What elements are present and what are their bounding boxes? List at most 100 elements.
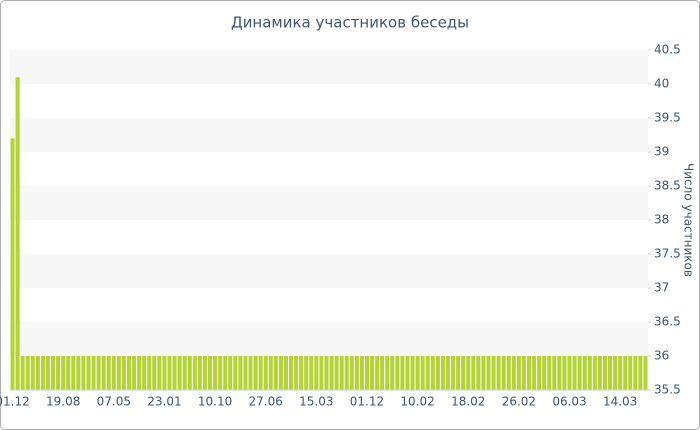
bar <box>552 356 557 390</box>
bar <box>547 356 552 390</box>
bar <box>299 356 304 390</box>
bar <box>25 356 30 390</box>
bar <box>51 356 56 390</box>
bar <box>557 356 562 390</box>
bar <box>157 356 162 390</box>
bar <box>334 356 339 390</box>
bar <box>481 356 486 390</box>
bar <box>76 356 81 390</box>
bar <box>440 356 445 390</box>
bar <box>420 356 425 390</box>
y-tick-label: 36 <box>654 349 669 363</box>
bar <box>430 356 435 390</box>
bar <box>187 356 192 390</box>
bar <box>111 356 116 390</box>
y-tick-label: 36.5 <box>654 315 681 329</box>
bar <box>435 356 440 390</box>
bar <box>532 356 537 390</box>
bar <box>132 356 137 390</box>
bar <box>126 356 132 390</box>
bar <box>471 356 476 390</box>
bar <box>491 356 496 390</box>
bar <box>278 356 283 390</box>
bar <box>228 356 233 390</box>
bar <box>572 356 577 390</box>
bar <box>395 356 400 390</box>
bar <box>258 356 263 390</box>
bar <box>288 356 294 390</box>
bar <box>526 356 532 390</box>
y-tick-label: 37 <box>654 281 669 295</box>
bar <box>370 356 375 390</box>
bar <box>147 356 152 390</box>
bar <box>623 356 628 390</box>
y-tick-label: 39.5 <box>654 111 681 125</box>
bar <box>71 356 76 390</box>
x-tick-label: 10.10 <box>198 395 232 409</box>
bar <box>567 356 572 390</box>
bar <box>142 356 147 390</box>
bar <box>162 356 167 390</box>
bar <box>466 356 471 390</box>
bar <box>613 356 618 390</box>
x-tick-label: 15.03 <box>299 395 333 409</box>
bar <box>339 356 344 390</box>
bar <box>385 356 390 390</box>
grid-band <box>10 50 648 84</box>
x-tick-label: 10.02 <box>400 395 434 409</box>
bar <box>400 356 405 390</box>
bar <box>223 356 228 390</box>
bar <box>592 356 597 390</box>
bar <box>496 356 501 390</box>
y-tick-label: 38.5 <box>654 179 681 193</box>
bar <box>192 356 197 390</box>
bar <box>81 356 86 390</box>
grid-band <box>10 254 648 288</box>
y-tick-label: 38 <box>654 213 669 227</box>
bar <box>445 356 451 390</box>
bar <box>638 356 643 390</box>
x-tick-label: 26.02 <box>502 395 536 409</box>
bar <box>451 356 456 390</box>
bar <box>587 356 592 390</box>
bar <box>486 356 491 390</box>
bar <box>10 138 15 390</box>
bar <box>314 356 319 390</box>
bar <box>516 356 521 390</box>
bar <box>405 356 410 390</box>
grid-band <box>10 322 648 356</box>
bar <box>542 356 547 390</box>
bar <box>238 356 243 390</box>
bar <box>294 356 299 390</box>
bar <box>91 356 96 390</box>
bar <box>633 356 638 390</box>
bar <box>602 356 607 390</box>
bar <box>167 356 172 390</box>
bar <box>643 356 648 390</box>
x-tick-label: 23.01 <box>147 395 181 409</box>
bar <box>283 356 288 390</box>
bar <box>628 356 633 390</box>
bar <box>364 356 370 390</box>
x-tick-label: 14.03 <box>603 395 637 409</box>
y-tick-label: 37.5 <box>654 247 681 261</box>
bar <box>324 356 329 390</box>
bar <box>329 356 334 390</box>
y-tick-label: 40.5 <box>654 43 681 57</box>
bar <box>375 356 380 390</box>
bar <box>66 356 71 390</box>
bar <box>56 356 61 390</box>
bar <box>380 356 385 390</box>
bar <box>213 356 218 390</box>
bar <box>177 356 182 390</box>
bar <box>319 356 324 390</box>
bar <box>15 77 20 390</box>
bar <box>61 356 66 390</box>
bar <box>202 356 207 390</box>
bar <box>304 356 309 390</box>
bar <box>152 356 157 390</box>
bar <box>521 356 526 390</box>
bar <box>511 356 516 390</box>
y-tick-label: 40 <box>654 77 669 91</box>
